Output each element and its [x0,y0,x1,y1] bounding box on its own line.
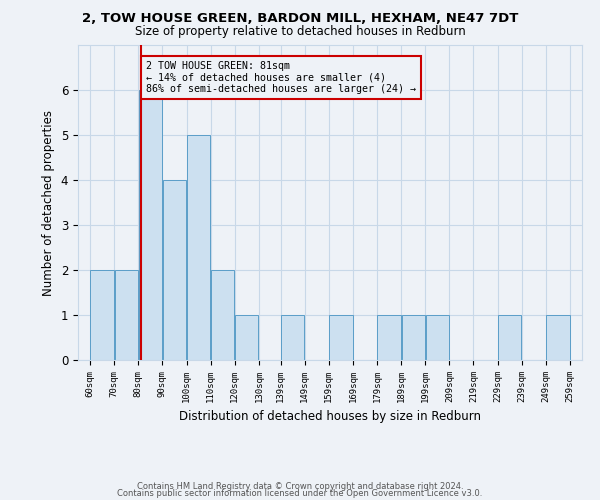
Bar [546,315,569,360]
Y-axis label: Number of detached properties: Number of detached properties [42,110,55,296]
Bar [139,90,162,360]
Bar [211,270,235,360]
Text: Contains HM Land Registry data © Crown copyright and database right 2024.: Contains HM Land Registry data © Crown c… [137,482,463,491]
Bar [401,315,425,360]
X-axis label: Distribution of detached houses by size in Redburn: Distribution of detached houses by size … [179,410,481,424]
Bar [91,270,114,360]
Bar [187,135,210,360]
Text: Contains public sector information licensed under the Open Government Licence v3: Contains public sector information licen… [118,490,482,498]
Bar [163,180,186,360]
Text: 2 TOW HOUSE GREEN: 81sqm
← 14% of detached houses are smaller (4)
86% of semi-de: 2 TOW HOUSE GREEN: 81sqm ← 14% of detach… [146,60,416,94]
Bar [498,315,521,360]
Bar [115,270,138,360]
Bar [425,315,449,360]
Text: Size of property relative to detached houses in Redburn: Size of property relative to detached ho… [134,25,466,38]
Bar [377,315,401,360]
Bar [281,315,304,360]
Bar [329,315,353,360]
Bar [235,315,259,360]
Text: 2, TOW HOUSE GREEN, BARDON MILL, HEXHAM, NE47 7DT: 2, TOW HOUSE GREEN, BARDON MILL, HEXHAM,… [82,12,518,26]
